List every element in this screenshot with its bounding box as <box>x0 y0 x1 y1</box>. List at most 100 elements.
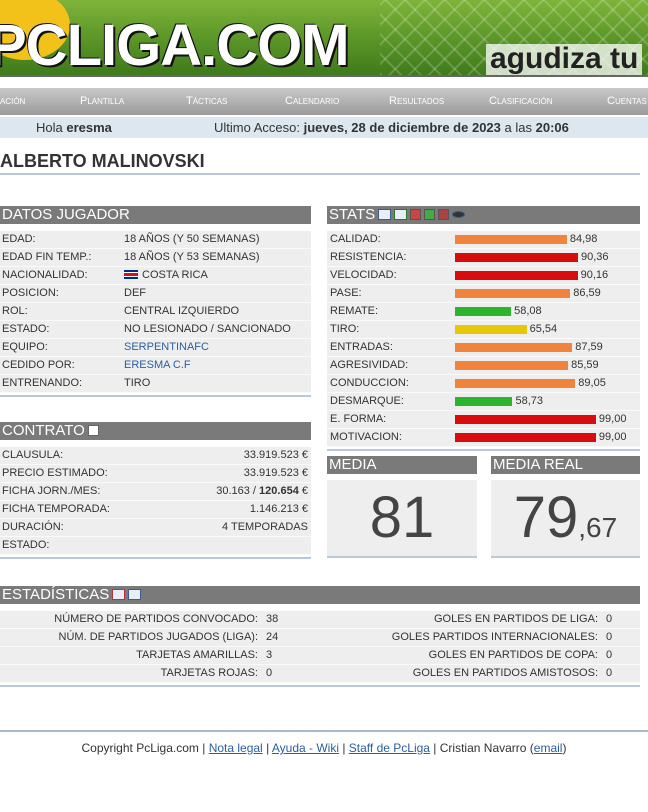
info-row: NACIONALIDAD: COSTA RICA <box>0 267 311 285</box>
info-row: FICHA TEMPORADA: 1.146.213 € <box>0 501 311 519</box>
info-row: PRECIO ESTIMADO: 33.919.523 € <box>0 465 311 483</box>
staff-link[interactable]: Staff de PcLiga <box>348 741 430 755</box>
info-label: FICHA TEMPORADA: <box>2 503 110 515</box>
username: eresma <box>66 120 112 135</box>
access-label: Ultimo Acceso: <box>214 120 300 135</box>
stat-row: AGRESIVIDAD: 85,59 <box>327 357 640 375</box>
nav-item[interactable]: Calendario <box>285 95 340 107</box>
contract-icon[interactable] <box>87 425 99 436</box>
legal-link[interactable]: Nota legal <box>208 741 263 755</box>
stat-bar <box>455 415 596 424</box>
estad-row: TARJETAS AMARILLAS: 3 GOLES EN PARTIDOS DE… <box>0 647 640 665</box>
stat-row: PASE: 86,59 <box>327 285 640 303</box>
stat-bar <box>455 253 579 262</box>
footer: Copyright PcLiga.com | Nota legal | Ayud… <box>81 741 567 755</box>
info-label: EDAD FIN TEMP.: <box>2 251 92 263</box>
info-row: FICHA JORN./MES: 30.163 / 120.654 € <box>0 483 311 501</box>
stat-row: CALIDAD: 84,98 <box>327 231 640 249</box>
media-real-box: 79,67 <box>491 480 640 556</box>
info-row: EDAD: 18 AÑOS (Y 50 SEMANAS) <box>0 231 311 249</box>
nav-item[interactable]: Plantilla <box>80 95 125 107</box>
nav-item[interactable]: Cuentas <box>607 95 647 107</box>
stat-label: RESISTENCIA: <box>330 251 407 263</box>
panel-footer <box>0 557 311 559</box>
nav-item[interactable]: Tácticas <box>186 95 228 107</box>
chart-icon[interactable] <box>128 589 142 600</box>
chart-icon[interactable] <box>378 209 392 220</box>
wiki-link[interactable]: Ayuda - Wiki <box>271 741 339 755</box>
chart-icon[interactable] <box>394 209 408 220</box>
stat-bar <box>455 289 571 298</box>
estad-value: 0 <box>606 613 613 625</box>
email-link[interactable]: email <box>533 741 563 755</box>
info-row: ESTADO: NO LESIONADO / SANCIONADO <box>0 321 311 339</box>
stat-label: E. FORMA: <box>330 413 387 425</box>
media-value: 81 <box>369 485 435 550</box>
info-value: CENTRAL IZQUIERDO <box>124 305 240 317</box>
shirt-icon[interactable] <box>410 209 422 220</box>
footer-divider <box>0 730 648 732</box>
nav-item[interactable]: ación <box>0 95 26 107</box>
stat-bar <box>455 271 578 280</box>
estad-label: GOLES EN PARTIDOS DE COPA: <box>428 649 598 661</box>
author-close: ) <box>562 741 567 755</box>
stat-label: CONDUCCION: <box>330 377 409 389</box>
info-value: 30.163 / 120.654 € <box>216 483 308 500</box>
info-row: CEDIDO POR: ERESMA C.F <box>0 357 311 375</box>
panel-footer <box>327 556 477 558</box>
panel-title: DATOS JUGADOR <box>2 206 130 223</box>
info-value: 1.146.213 € <box>250 501 308 518</box>
info-row: ESTADO: <box>0 537 311 555</box>
banner: PCLIGA.COM agudiza tu <box>0 0 648 75</box>
panel-footer <box>0 395 311 397</box>
info-value: 33.919.523 € <box>244 465 308 482</box>
panel-title: CONTRATO <box>2 422 85 439</box>
info-row: CLAUSULA: 33.919.523 € <box>0 447 311 465</box>
stat-row: E. FORMA: 99,00 <box>327 411 640 429</box>
eye-icon[interactable] <box>452 211 466 218</box>
info-value: TIRO <box>124 377 151 389</box>
access-at: a las <box>504 120 532 135</box>
panel-footer <box>0 685 640 687</box>
author: Cristian Navarro ( <box>439 741 534 755</box>
access-time: 20:06 <box>535 120 569 135</box>
logo[interactable]: PCLIGA.COM <box>0 13 350 75</box>
info-label: ESTADO: <box>2 539 50 551</box>
info-label: NACIONALIDAD: <box>2 269 88 281</box>
shirt-icon[interactable] <box>424 209 436 220</box>
info-label: ENTRENANDO: <box>2 377 83 389</box>
info-value[interactable]: ERESMA C.F <box>124 359 191 371</box>
info-label: ESTADO: <box>2 323 50 335</box>
stat-value: 99,00 <box>598 431 627 443</box>
info-value: COSTA RICA <box>124 267 208 284</box>
stat-value: 58,08 <box>514 305 542 317</box>
nav-item[interactable]: Clasificación <box>489 95 553 107</box>
media-real-whole: 79 <box>513 485 579 550</box>
chart-icon[interactable] <box>112 589 126 600</box>
estad-label: GOLES PARTIDOS INTERNACIONALES: <box>391 631 598 643</box>
stat-label: AGRESIVIDAD: <box>330 359 409 371</box>
media-real-decimal: ,67 <box>578 512 618 543</box>
stat-label: CALIDAD: <box>330 233 381 245</box>
estad-value: 0 <box>606 667 613 679</box>
estad-row: TARJETAS ROJAS: 0 GOLES EN PARTIDOS AMISTO… <box>0 665 640 683</box>
stat-bar <box>455 343 573 352</box>
shirt-icon[interactable] <box>438 209 450 220</box>
stat-bar <box>455 433 596 442</box>
estad-label: TARJETAS ROJAS: <box>160 667 258 679</box>
last-access: Ultimo Acceso: jueves, 28 de diciembre d… <box>214 117 569 138</box>
info-value[interactable]: SERPENTINAFC <box>124 341 209 353</box>
info-row: EDAD FIN TEMP.: 18 AÑOS (Y 53 SEMANAS) <box>0 249 311 267</box>
stat-value: 58,73 <box>515 395 543 407</box>
estad-row: NÚMERO DE PARTIDOS CONVOCADO: 38 GOLES EN … <box>0 611 640 629</box>
stat-label: MOTIVACION: <box>330 431 402 443</box>
player-name: ALBERTO MALINOVSKI <box>0 151 205 171</box>
divider <box>0 173 640 175</box>
stat-label: PASE: <box>330 287 362 299</box>
nav-item[interactable]: Resultados <box>389 95 445 107</box>
info-value-strong: 120.654 <box>259 485 299 497</box>
stat-value: 89,05 <box>578 377 606 389</box>
copyright: Copyright PcLiga.com | <box>81 741 206 755</box>
stat-row: RESISTENCIA: 90,36 <box>327 249 640 267</box>
